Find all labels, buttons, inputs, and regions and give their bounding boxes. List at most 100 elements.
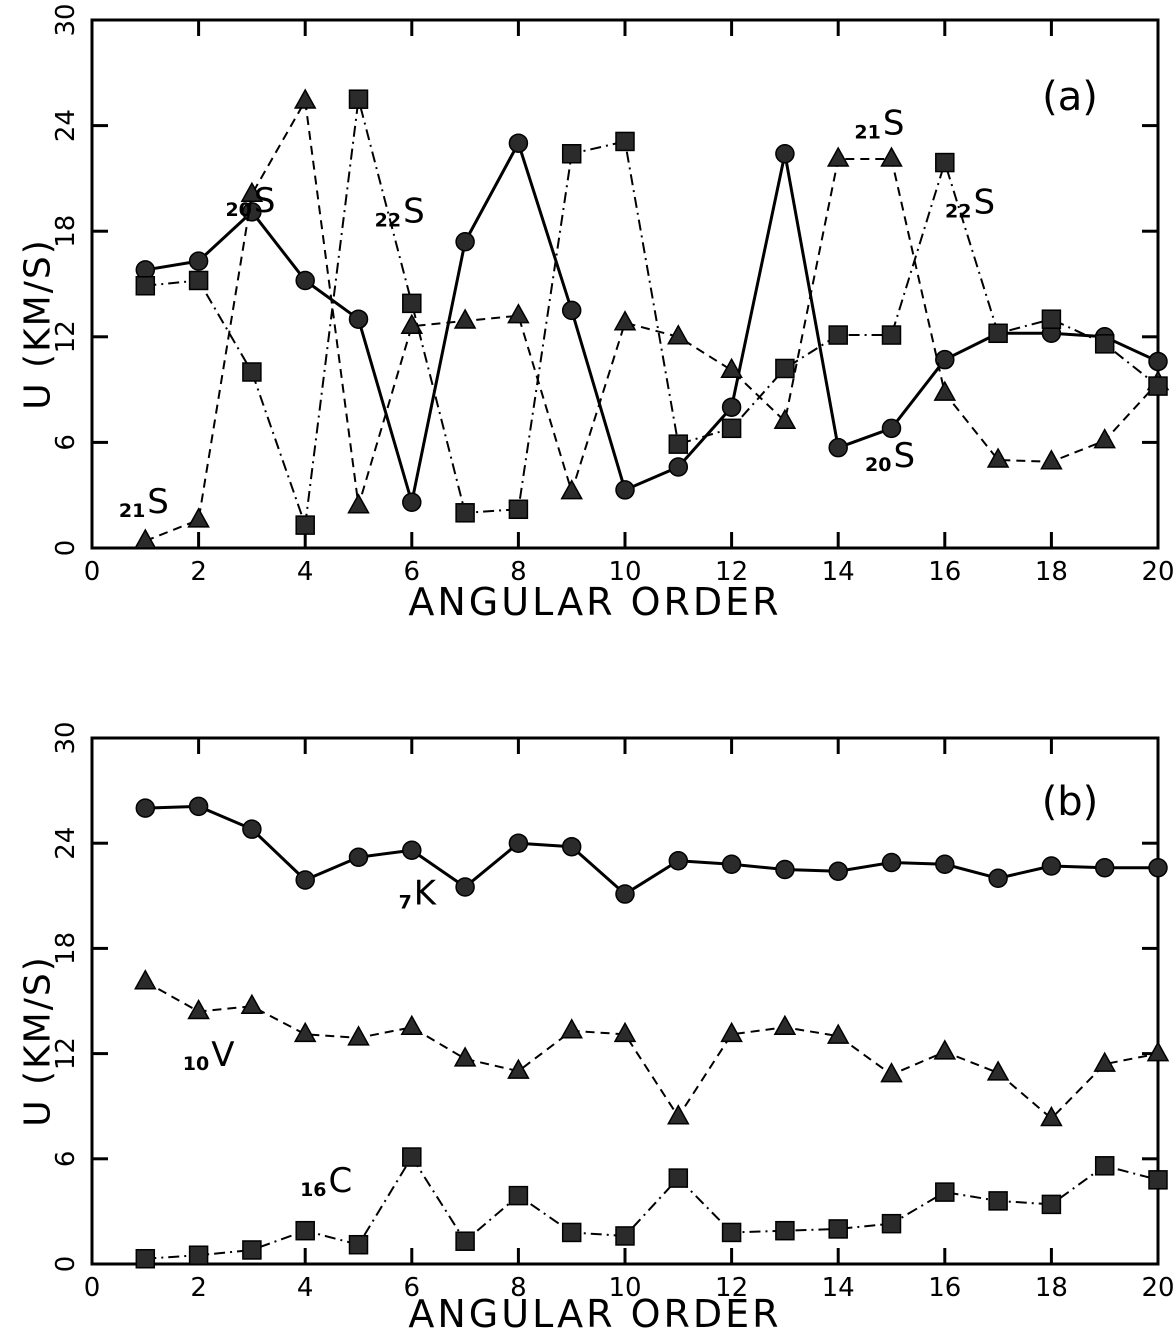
data-point-21S-18 [1040, 449, 1063, 470]
data-point-21S-17 [986, 447, 1010, 468]
data-point-7K-12 [721, 854, 742, 874]
data-point-21S-7 [453, 308, 477, 329]
data-point-16C-10 [615, 1226, 635, 1246]
data-point-7K-15 [881, 852, 902, 873]
y-tick-label: 0 [51, 1256, 81, 1273]
annotation-prefix: 22 [945, 201, 971, 223]
data-point-21S-9 [560, 479, 583, 500]
data-point-20S-15 [881, 418, 902, 439]
data-point-22S-20 [1148, 376, 1168, 396]
data-point-21S-1 [134, 528, 157, 549]
data-point-7K-4 [295, 870, 315, 890]
x-axis-label: ANGULAR ORDER [408, 580, 781, 624]
x-tick-label: 4 [297, 557, 314, 587]
series-annotation-21S: 21 S [854, 103, 904, 143]
data-point-20S-9 [561, 300, 582, 321]
annotation-letter: V [211, 1035, 234, 1075]
series-21S [134, 88, 1170, 549]
data-point-7K-14 [828, 861, 848, 882]
data-point-7K-2 [188, 796, 209, 817]
data-point-16C-1 [135, 1248, 156, 1269]
data-point-20S-2 [188, 251, 209, 271]
data-point-7K-1 [135, 798, 156, 818]
annotation-prefix: 20 [865, 454, 891, 476]
y-tick-label: 24 [51, 109, 81, 142]
data-point-10V-11 [667, 1104, 690, 1125]
data-point-21S-2 [187, 507, 210, 528]
annotation-prefix: 22 [375, 209, 401, 231]
data-point-10V-6 [400, 1014, 424, 1036]
series-annotation-16C: 16 C [300, 1161, 352, 1201]
data-point-10V-17 [986, 1060, 1010, 1081]
data-point-7K-3 [242, 819, 262, 839]
data-point-10V-15 [880, 1062, 903, 1083]
data-point-16C-5 [348, 1234, 369, 1255]
data-point-16C-18 [1041, 1194, 1062, 1215]
annotation-prefix: 20 [225, 199, 251, 221]
data-point-21S-8 [507, 303, 530, 324]
data-point-7K-7 [455, 877, 475, 897]
data-point-21S-3 [240, 181, 264, 202]
data-point-16C-3 [242, 1240, 262, 1260]
data-point-20S-13 [775, 144, 795, 164]
x-tick-label: 20 [1141, 557, 1174, 587]
x-tick-label: 12 [715, 557, 748, 587]
data-point-16C-11 [668, 1168, 689, 1188]
data-point-10V-16 [933, 1039, 957, 1060]
data-point-20S-16 [935, 349, 955, 370]
data-point-7K-5 [348, 847, 369, 867]
data-point-7K-18 [1041, 856, 1062, 876]
data-point-21S-12 [720, 357, 743, 378]
data-point-7K-6 [402, 840, 422, 860]
data-point-7K-19 [1094, 857, 1115, 878]
data-point-21S-5 [347, 493, 370, 514]
data-point-10V-8 [507, 1058, 530, 1079]
data-point-10V-19 [1093, 1051, 1116, 1072]
data-point-10V-9 [560, 1018, 583, 1039]
series-line-22S [145, 98, 1159, 527]
data-point-16C-12 [721, 1222, 742, 1243]
data-point-16C-8 [508, 1185, 529, 1206]
x-tick-label: 0 [84, 557, 101, 587]
series-16C [135, 1147, 1168, 1269]
x-tick-label: 10 [608, 1273, 641, 1303]
series-20S [135, 133, 1168, 512]
data-point-16C-9 [561, 1222, 582, 1243]
series-7K [135, 796, 1168, 904]
panel-label: (a) [1042, 74, 1098, 120]
series-10V [134, 969, 1170, 1127]
annotation-letter: S [894, 436, 916, 476]
data-point-10V-1 [134, 969, 157, 990]
data-point-22S-9 [561, 144, 582, 164]
data-point-21S-16 [933, 380, 957, 401]
x-tick-label: 14 [822, 1273, 855, 1303]
data-point-7K-11 [668, 850, 689, 871]
data-point-16C-13 [775, 1220, 795, 1241]
data-point-7K-16 [935, 854, 955, 874]
data-point-7K-8 [508, 833, 529, 853]
data-point-10V-12 [720, 1021, 743, 1043]
data-point-7K-13 [775, 859, 795, 880]
data-point-22S-8 [508, 499, 529, 520]
y-tick-label: 6 [51, 434, 81, 451]
x-tick-label: 16 [928, 557, 961, 587]
data-point-22S-7 [455, 503, 475, 523]
data-point-22S-5 [348, 89, 369, 109]
data-point-22S-13 [775, 358, 795, 379]
x-tick-label: 16 [928, 1273, 961, 1303]
data-point-22S-17 [988, 323, 1008, 344]
data-point-16C-15 [881, 1213, 902, 1234]
data-point-20S-7 [455, 232, 475, 252]
data-point-20S-8 [508, 133, 529, 153]
data-point-22S-3 [242, 362, 262, 382]
data-point-22S-11 [668, 434, 689, 454]
x-tick-label: 18 [1035, 1273, 1068, 1303]
annotation-letter: C [329, 1161, 353, 1201]
data-point-16C-17 [988, 1191, 1008, 1211]
annotation-prefix: 21 [119, 500, 145, 522]
data-point-16C-20 [1148, 1170, 1168, 1190]
x-tick-label: 12 [715, 1273, 748, 1303]
data-point-10V-13 [773, 1014, 797, 1036]
